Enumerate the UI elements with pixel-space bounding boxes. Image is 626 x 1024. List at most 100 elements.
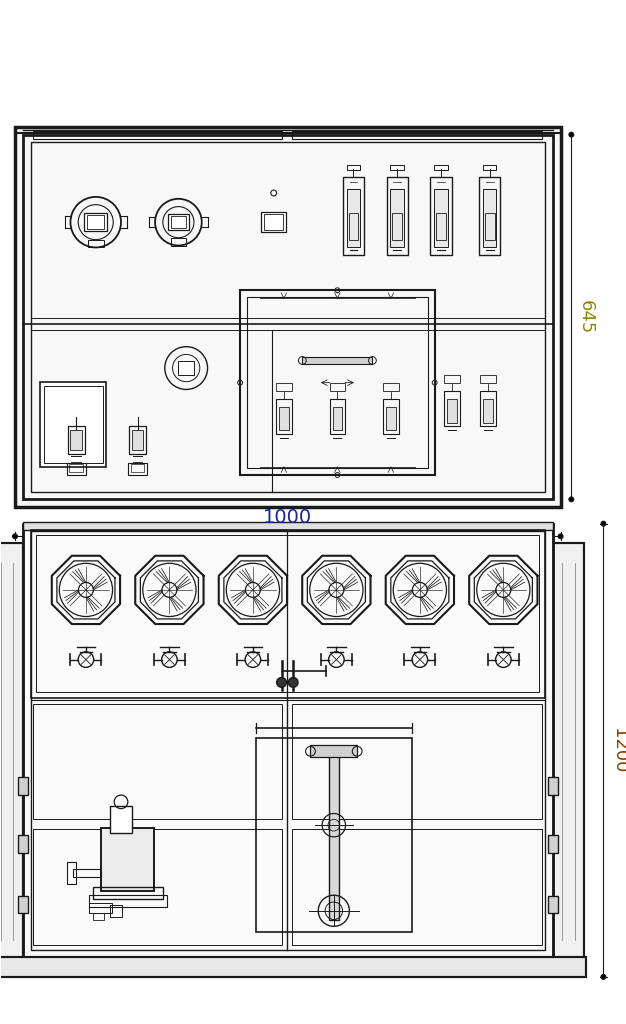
- Circle shape: [569, 497, 574, 502]
- Bar: [480, 375, 496, 383]
- Bar: [444, 391, 460, 426]
- Bar: [276, 399, 292, 434]
- Bar: [483, 188, 496, 247]
- Bar: [391, 165, 404, 170]
- Bar: [349, 213, 358, 241]
- Bar: [68, 426, 85, 454]
- Bar: [276, 383, 292, 390]
- Bar: [292, 829, 542, 945]
- Text: 1000: 1000: [264, 508, 312, 526]
- Circle shape: [289, 678, 298, 687]
- Circle shape: [569, 132, 574, 137]
- Bar: [483, 165, 496, 170]
- Bar: [71, 430, 82, 450]
- Bar: [33, 703, 282, 819]
- Bar: [448, 399, 457, 423]
- Bar: [88, 240, 103, 248]
- Bar: [329, 750, 339, 921]
- Bar: [383, 383, 399, 390]
- Bar: [23, 521, 553, 529]
- Bar: [548, 836, 558, 853]
- Bar: [171, 238, 186, 246]
- Bar: [302, 356, 372, 365]
- Bar: [168, 214, 189, 230]
- Bar: [264, 214, 284, 230]
- Circle shape: [558, 534, 563, 539]
- Bar: [0, 543, 23, 959]
- Bar: [553, 543, 584, 959]
- Bar: [347, 165, 361, 170]
- Bar: [101, 828, 154, 891]
- Bar: [436, 213, 446, 241]
- Bar: [23, 523, 553, 959]
- Text: 645: 645: [577, 300, 595, 334]
- Bar: [23, 134, 553, 500]
- Circle shape: [601, 975, 606, 979]
- Bar: [128, 464, 147, 475]
- Bar: [171, 216, 186, 228]
- Bar: [69, 464, 83, 472]
- Bar: [31, 142, 545, 492]
- Bar: [485, 213, 495, 241]
- Bar: [18, 896, 28, 913]
- Bar: [15, 127, 561, 507]
- Bar: [0, 957, 586, 977]
- Text: 1200: 1200: [610, 728, 626, 773]
- Bar: [480, 391, 496, 426]
- Bar: [178, 361, 194, 375]
- Bar: [292, 131, 542, 138]
- Bar: [553, 543, 584, 959]
- Bar: [347, 188, 361, 247]
- Bar: [31, 529, 545, 698]
- Bar: [444, 375, 460, 383]
- Bar: [343, 177, 364, 255]
- Bar: [483, 399, 493, 423]
- Bar: [18, 836, 28, 853]
- Bar: [479, 177, 500, 255]
- Bar: [256, 737, 412, 932]
- Bar: [44, 386, 103, 464]
- Circle shape: [601, 521, 606, 526]
- Circle shape: [277, 678, 286, 687]
- Bar: [261, 212, 286, 231]
- Bar: [23, 523, 553, 959]
- Bar: [66, 862, 76, 884]
- Bar: [0, 543, 23, 959]
- Bar: [36, 536, 539, 692]
- Bar: [332, 408, 342, 430]
- Bar: [386, 408, 396, 430]
- Bar: [110, 905, 122, 916]
- Bar: [383, 399, 399, 434]
- Bar: [131, 464, 145, 472]
- Bar: [93, 912, 105, 921]
- Bar: [548, 896, 558, 913]
- Bar: [292, 703, 542, 819]
- Bar: [33, 829, 282, 945]
- Bar: [84, 213, 108, 231]
- Bar: [66, 464, 86, 475]
- Circle shape: [13, 534, 18, 539]
- Bar: [0, 957, 586, 977]
- Bar: [131, 430, 143, 450]
- Bar: [330, 383, 345, 390]
- Bar: [391, 188, 404, 247]
- Bar: [430, 177, 452, 255]
- Bar: [101, 828, 154, 891]
- Bar: [386, 177, 408, 255]
- Bar: [31, 531, 545, 949]
- Bar: [247, 297, 428, 468]
- Bar: [129, 426, 146, 454]
- Bar: [33, 131, 282, 138]
- Bar: [18, 777, 28, 795]
- Bar: [89, 903, 112, 912]
- Bar: [110, 806, 131, 833]
- Bar: [434, 165, 448, 170]
- Bar: [240, 290, 434, 475]
- Bar: [279, 408, 289, 430]
- Bar: [87, 215, 105, 229]
- Bar: [434, 188, 448, 247]
- Bar: [73, 869, 101, 877]
- Bar: [548, 777, 558, 795]
- Bar: [393, 213, 402, 241]
- Bar: [310, 745, 357, 757]
